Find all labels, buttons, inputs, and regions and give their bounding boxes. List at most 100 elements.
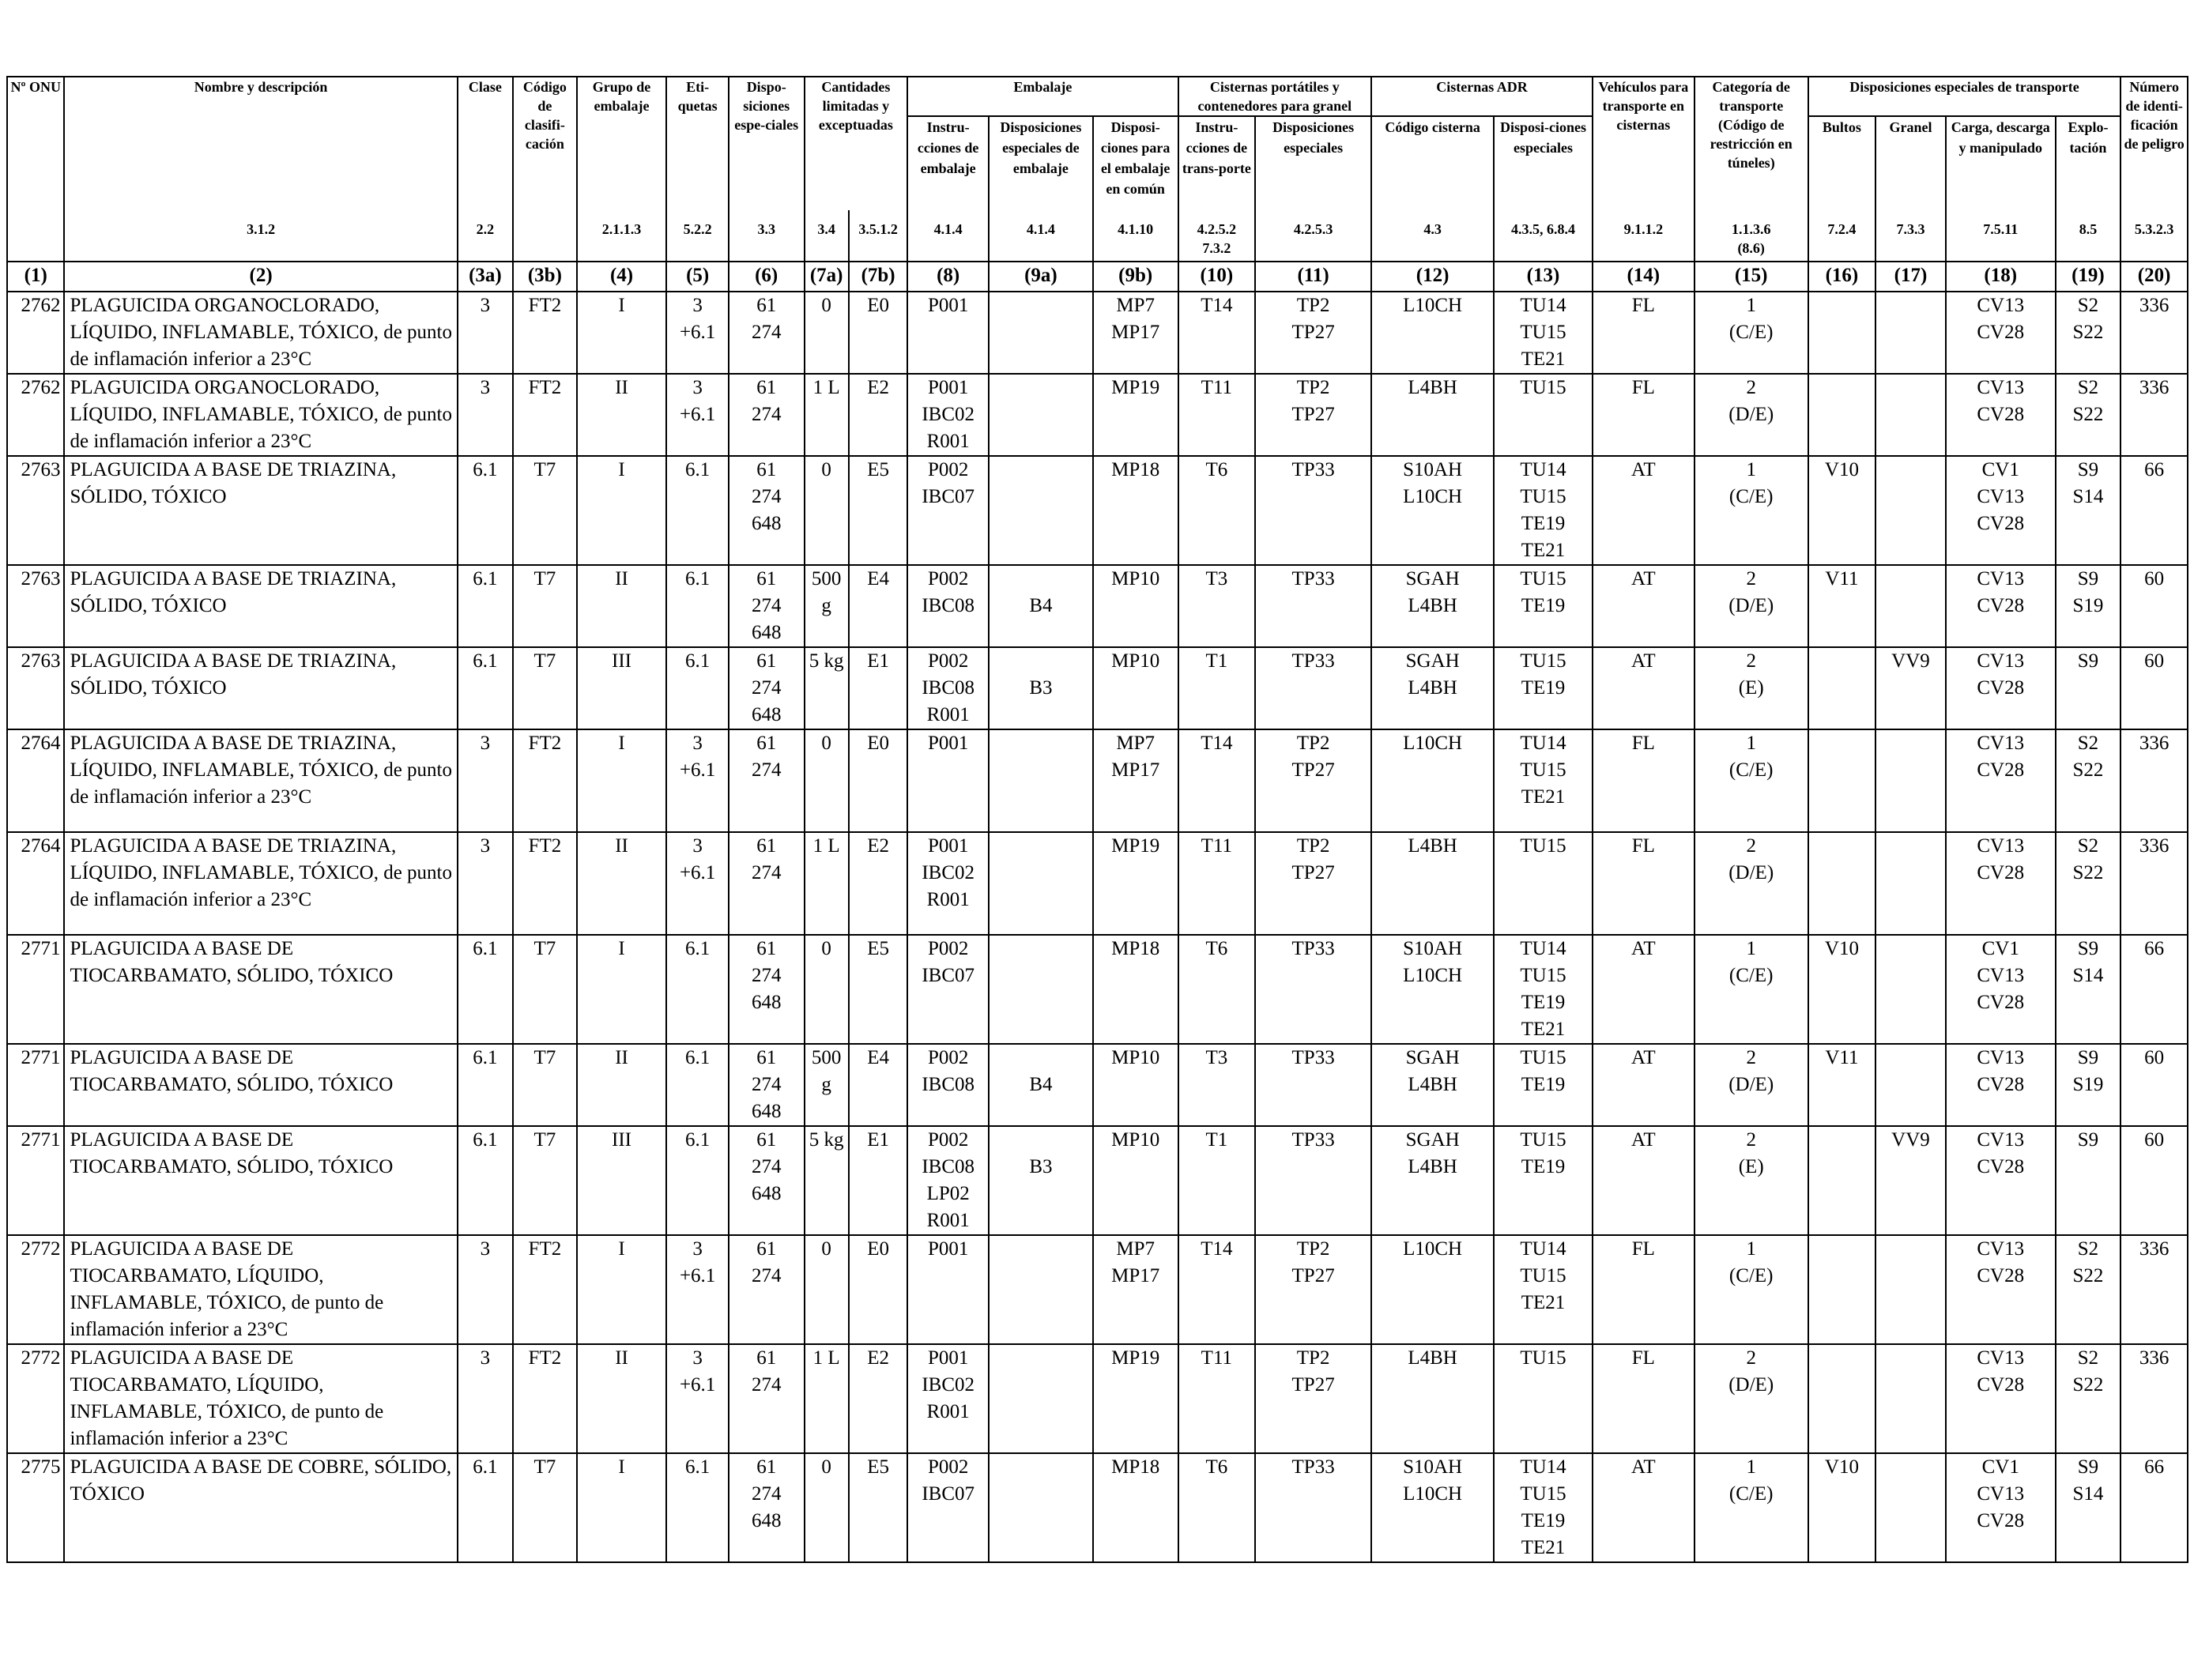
column-number: (18) (1944, 261, 2056, 292)
table-row: 2763 PLAGUICIDA A BASE DE TRIAZINA, SÓLID… (6, 564, 2188, 648)
portable-tank-provisions: TP33 (1254, 455, 1373, 566)
substance-name: PLAGUICIDA A BASE DE TIOCARBAMATO, LÍQUI… (63, 1343, 458, 1454)
portable-tank-instructions: T11 (1177, 831, 1257, 936)
portable-tank-instructions: T14 (1177, 291, 1257, 375)
transport-category: 2 (D/E) (1693, 831, 1809, 936)
tank-provisions: TU14 TU15 TE21 (1493, 291, 1593, 375)
portable-tank-instructions: T3 (1177, 1043, 1257, 1127)
packing-group: II (575, 1343, 668, 1454)
limited-quantity: 5 kg (803, 646, 850, 730)
substance-name: PLAGUICIDA A BASE DE TRIAZINA, LÍQUIDO, … (63, 831, 458, 936)
portable-tank-instructions: T6 (1177, 455, 1257, 566)
tank-code: L10CH (1370, 1234, 1495, 1345)
tank-provisions: TU14 TU15 TE19 TE21 (1493, 1452, 1593, 1563)
un-number: 2763 (6, 646, 66, 730)
hazard-id-number: 60 (2120, 646, 2188, 730)
column-number: (13) (1493, 261, 1593, 292)
mixed-packing-provisions: MP10 (1091, 1043, 1179, 1127)
class: 3 (456, 1234, 515, 1345)
portable-tank-provisions: TP33 (1254, 646, 1373, 730)
tank-code: L4BH (1370, 1343, 1495, 1454)
class: 3 (456, 729, 515, 833)
reference-cell (512, 210, 578, 262)
labels: 6.1 (665, 1452, 729, 1563)
table-row: 2771 PLAGUICIDA A BASE DE TIOCARBAMATO, S… (6, 1043, 2188, 1127)
bulk-provision (1875, 455, 1947, 566)
mixed-packing-provisions: MP19 (1091, 1343, 1179, 1454)
special-packing-provisions: B3 (987, 646, 1094, 730)
operation-provision: S2 S22 (2054, 1234, 2122, 1345)
packing-instructions: P002 IBC08 (907, 1043, 990, 1127)
col-header-embalaje-comun: Disposi-ciones para el embalaje en común (1091, 115, 1179, 210)
substance-name: PLAGUICIDA A BASE DE COBRE, SÓLIDO, TÓXI… (63, 1452, 458, 1563)
reference-cell: 7.5.11 (1944, 210, 2056, 262)
reference-cell: 4.1.4 (987, 210, 1094, 262)
packing-group: I (575, 729, 668, 833)
reference-cell: 1.1.3.6 (8.6) (1693, 210, 1809, 262)
column-number: (8) (907, 261, 990, 292)
col-header-etiquetas: Eti-quetas (665, 76, 729, 210)
loading-provision: CV13 CV28 (1944, 831, 2056, 936)
special-provisions: 61 274 648 (727, 564, 805, 648)
labels: 6.1 (665, 646, 729, 730)
table-row: 2763 PLAGUICIDA A BASE DE TRIAZINA, SÓLID… (6, 646, 2188, 730)
labels: 3 +6.1 (665, 1343, 729, 1454)
excepted-quantity: E2 (847, 831, 909, 936)
portable-tank-provisions: TP2 TP27 (1254, 1343, 1373, 1454)
column-number: (15) (1693, 261, 1809, 292)
special-packing-provisions (987, 291, 1094, 375)
mixed-packing-provisions: MP19 (1091, 831, 1179, 936)
reference-cell: 4.2.5.3 (1254, 210, 1373, 262)
packing-group: II (575, 373, 668, 457)
packing-instructions: P001 (907, 1234, 990, 1345)
tank-provisions: TU15 (1493, 831, 1593, 936)
loading-provision: CV13 CV28 (1944, 564, 2056, 648)
limited-quantity: 500 g (803, 1043, 850, 1127)
substance-name: PLAGUICIDA A BASE DE TRIAZINA, SÓLIDO, T… (63, 646, 458, 730)
tank-provisions: TU14 TU15 TE21 (1493, 1234, 1593, 1345)
excepted-quantity: E4 (847, 564, 909, 648)
portable-tank-instructions: T11 (1177, 373, 1257, 457)
operation-provision: S2 S22 (2054, 729, 2122, 833)
bulk-provision (1875, 729, 1947, 833)
column-number: (6) (727, 261, 805, 292)
packing-instructions: P002 IBC07 (907, 1452, 990, 1563)
classification-code: T7 (512, 1125, 578, 1236)
classification-code: T7 (512, 1452, 578, 1563)
col-header-carga: Carga, descarga y manipulado (1944, 115, 2056, 210)
reference-cell: 4.3.5, 6.8.4 (1493, 210, 1593, 262)
classification-code: FT2 (512, 1343, 578, 1454)
substance-name: PLAGUICIDA A BASE DE TIOCARBAMATO, SÓLID… (63, 1043, 458, 1127)
col-header-vehiculos: Vehículos para transporte en cisternas (1591, 76, 1695, 210)
loading-provision: CV13 CV28 (1944, 373, 2056, 457)
un-number: 2775 (6, 1452, 66, 1563)
bulk-provision: VV9 (1875, 1125, 1947, 1236)
classification-code: T7 (512, 455, 578, 566)
packing-group: I (575, 934, 668, 1045)
reference-cell: 8.5 (2054, 210, 2122, 262)
tank-code: L10CH (1370, 729, 1495, 833)
tank-provisions: TU14 TU15 TE21 (1493, 729, 1593, 833)
class: 6.1 (456, 564, 515, 648)
tank-code: S10AH L10CH (1370, 934, 1495, 1045)
tank-provisions: TU14 TU15 TE19 TE21 (1493, 934, 1593, 1045)
special-provisions: 61 274 (727, 373, 805, 457)
limited-quantity: 0 (803, 1452, 850, 1563)
tank-vehicle: FL (1591, 291, 1695, 375)
classification-code: T7 (512, 1043, 578, 1127)
hazard-id-number: 336 (2120, 729, 2188, 833)
portable-tank-instructions: T3 (1177, 564, 1257, 648)
hazard-id-number: 336 (2120, 1343, 2188, 1454)
packing-group: II (575, 831, 668, 936)
column-number: (19) (2054, 261, 2122, 292)
un-number: 2762 (6, 373, 66, 457)
excepted-quantity: E2 (847, 373, 909, 457)
packing-group: I (575, 455, 668, 566)
special-provisions: 61 274 (727, 729, 805, 833)
excepted-quantity: E5 (847, 1452, 909, 1563)
class: 3 (456, 831, 515, 936)
limited-quantity: 1 L (803, 1343, 850, 1454)
excepted-quantity: E1 (847, 646, 909, 730)
reference-cell: 5.2.2 (665, 210, 729, 262)
limited-quantity: 500 g (803, 564, 850, 648)
